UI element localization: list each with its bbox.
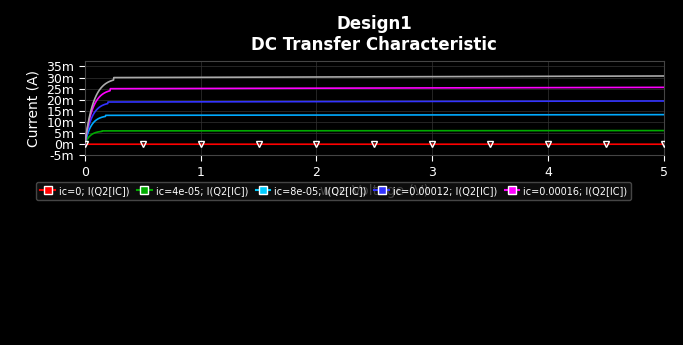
Legend: ic=0; I(Q2[IC]), ic=4e-05; I(Q2[IC]), ic=8e-05; I(Q2[IC]), ic=0.00012; I(Q2[IC]): ic=0; I(Q2[IC]), ic=4e-05; I(Q2[IC]), ic… bbox=[36, 182, 631, 199]
Y-axis label: Current (A): Current (A) bbox=[27, 70, 41, 147]
Title: Design1
DC Transfer Characteristic: Design1 DC Transfer Characteristic bbox=[251, 15, 497, 54]
X-axis label: wce Voltage (V): wce Voltage (V) bbox=[320, 184, 429, 198]
